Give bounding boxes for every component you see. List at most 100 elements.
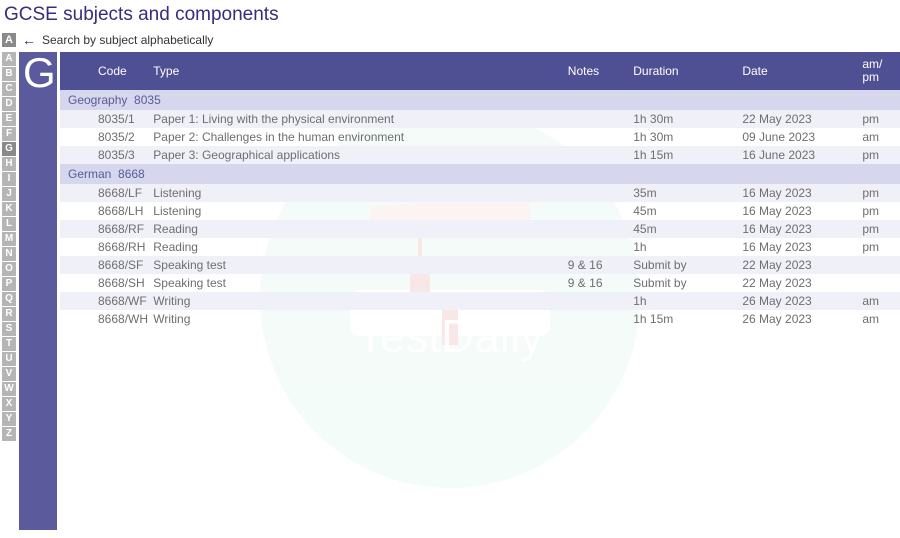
table-row: 8668/RHReading1h16 May 2023pm — [60, 238, 900, 256]
cell-ampm: pm — [856, 110, 900, 128]
alpha-nav-e[interactable]: E — [2, 112, 16, 126]
table-header-row: Code Type Notes Duration Date am/ pm — [60, 52, 900, 90]
cell-notes — [562, 202, 627, 220]
cell-ampm: am — [856, 310, 900, 328]
alpha-nav-q[interactable]: Q — [2, 292, 16, 306]
cell-duration: 1h — [627, 238, 736, 256]
cell-ampm: pm — [856, 238, 900, 256]
cell-type: Paper 2: Challenges in the human environ… — [147, 128, 562, 146]
col-date: Date — [736, 52, 856, 90]
cell-duration: 1h 30m — [627, 110, 736, 128]
cell-date: 26 May 2023 — [736, 310, 856, 328]
cell-notes — [562, 292, 627, 310]
table-row: 8035/2Paper 2: Challenges in the human e… — [60, 128, 900, 146]
alpha-nav-o[interactable]: O — [2, 262, 16, 276]
cell-date: 22 May 2023 — [736, 110, 856, 128]
cell-notes — [562, 184, 627, 202]
subject-header: Geography 8035 — [60, 90, 900, 110]
alpha-nav-u[interactable]: U — [2, 352, 16, 366]
cell-notes — [562, 146, 627, 164]
cell-type: Paper 1: Living with the physical enviro… — [147, 110, 562, 128]
alpha-nav-j[interactable]: J — [2, 187, 16, 201]
cell-ampm: pm — [856, 220, 900, 238]
alpha-nav-y[interactable]: Y — [2, 412, 16, 426]
cell-code: 8668/SF — [60, 256, 147, 274]
cell-date: 22 May 2023 — [736, 256, 856, 274]
cell-type: Reading — [147, 220, 562, 238]
alpha-nav-i[interactable]: I — [2, 172, 16, 186]
alpha-nav-m[interactable]: M — [2, 232, 16, 246]
alpha-nav-h[interactable]: H — [2, 157, 16, 171]
exam-table: Code Type Notes Duration Date am/ pm Geo… — [60, 52, 900, 328]
alpha-nav-f[interactable]: F — [2, 127, 16, 141]
cell-ampm: am — [856, 292, 900, 310]
alpha-nav-b[interactable]: B — [2, 67, 16, 81]
alpha-nav-n[interactable]: N — [2, 247, 16, 261]
cell-code: 8668/WH — [60, 310, 147, 328]
alpha-nav-c[interactable]: C — [2, 82, 16, 96]
cell-duration: Submit by — [627, 256, 736, 274]
table-row: 8668/SHSpeaking test9 & 16Submit by22 Ma… — [60, 274, 900, 292]
col-code: Code — [60, 52, 147, 90]
cell-notes — [562, 128, 627, 146]
current-letter-column: G — [19, 52, 57, 530]
search-letter-box: A — [2, 33, 16, 47]
cell-date: 16 May 2023 — [736, 202, 856, 220]
table-row: 8668/WFWriting1h26 May 2023am — [60, 292, 900, 310]
cell-notes: 9 & 16 — [562, 274, 627, 292]
table-row: 8668/RFReading45m16 May 2023pm — [60, 220, 900, 238]
alphabet-nav: ABCDEFGHIJKLMNOPQRSTUVWXYZ — [2, 52, 16, 441]
cell-notes — [562, 238, 627, 256]
main-panel: Code Type Notes Duration Date am/ pm Geo… — [60, 52, 900, 530]
alpha-nav-v[interactable]: V — [2, 367, 16, 381]
subject-header-cell: German 8668 — [60, 164, 900, 184]
alpha-nav-x[interactable]: X — [2, 397, 16, 411]
table-row: 8035/1Paper 1: Living with the physical … — [60, 110, 900, 128]
cell-type: Speaking test — [147, 274, 562, 292]
cell-notes — [562, 110, 627, 128]
cell-ampm: pm — [856, 202, 900, 220]
table-row: 8668/LHListening45m16 May 2023pm — [60, 202, 900, 220]
cell-ampm: am — [856, 128, 900, 146]
cell-type: Reading — [147, 238, 562, 256]
cell-type: Listening — [147, 202, 562, 220]
alpha-nav-g[interactable]: G — [2, 142, 16, 156]
search-hint-text: Search by subject alphabetically — [42, 33, 213, 47]
cell-date: 09 June 2023 — [736, 128, 856, 146]
col-notes: Notes — [562, 52, 627, 90]
alpha-nav-p[interactable]: P — [2, 277, 16, 291]
cell-type: Writing — [147, 310, 562, 328]
cell-notes — [562, 220, 627, 238]
alpha-nav-d[interactable]: D — [2, 97, 16, 111]
alpha-nav-r[interactable]: R — [2, 307, 16, 321]
cell-ampm — [856, 274, 900, 292]
cell-date: 16 June 2023 — [736, 146, 856, 164]
cell-code: 8035/2 — [60, 128, 147, 146]
table-row: 8035/3Paper 3: Geographical applications… — [60, 146, 900, 164]
alpha-nav-l[interactable]: L — [2, 217, 16, 231]
subject-header-cell: Geography 8035 — [60, 90, 900, 110]
cell-date: 26 May 2023 — [736, 292, 856, 310]
table-row: 8668/LFListening35m16 May 2023pm — [60, 184, 900, 202]
cell-duration: 35m — [627, 184, 736, 202]
alpha-nav-s[interactable]: S — [2, 322, 16, 336]
cell-ampm — [856, 256, 900, 274]
cell-duration: 1h 15m — [627, 146, 736, 164]
alpha-nav-z[interactable]: Z — [2, 427, 16, 441]
subject-header: German 8668 — [60, 164, 900, 184]
cell-duration: Submit by — [627, 274, 736, 292]
cell-duration: 1h 15m — [627, 310, 736, 328]
cell-duration: 45m — [627, 202, 736, 220]
cell-type: Speaking test — [147, 256, 562, 274]
cell-ampm: pm — [856, 146, 900, 164]
cell-code: 8668/RH — [60, 238, 147, 256]
col-ampm: am/ pm — [856, 52, 900, 90]
cell-code: 8668/LF — [60, 184, 147, 202]
alpha-nav-a[interactable]: A — [2, 52, 16, 66]
alpha-nav-t[interactable]: T — [2, 337, 16, 351]
alpha-nav-w[interactable]: W — [2, 382, 16, 396]
arrow-left-icon: ← — [22, 32, 36, 48]
page-title: GCSE subjects and components — [4, 4, 900, 26]
cell-type: Writing — [147, 292, 562, 310]
alpha-nav-k[interactable]: K — [2, 202, 16, 216]
